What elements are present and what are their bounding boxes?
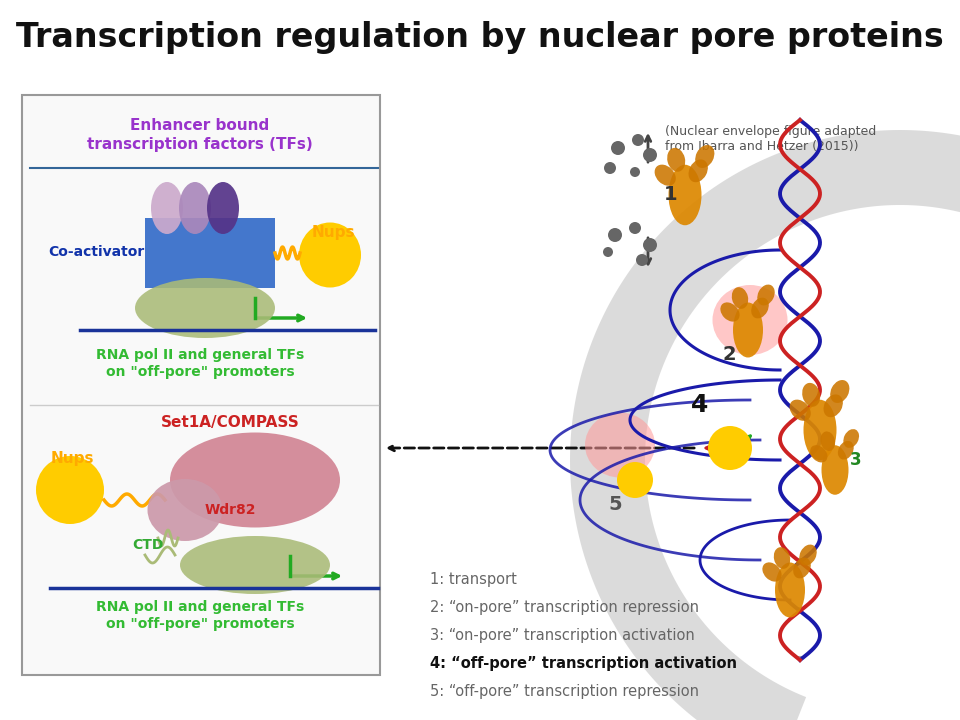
Ellipse shape: [148, 479, 223, 541]
Ellipse shape: [180, 536, 330, 594]
Text: 4: 4: [691, 393, 708, 417]
Circle shape: [608, 228, 622, 242]
Ellipse shape: [667, 148, 685, 172]
Ellipse shape: [36, 456, 104, 524]
Bar: [145, 218, 275, 288]
Ellipse shape: [720, 302, 739, 322]
Ellipse shape: [810, 445, 828, 462]
Text: Enhancer bound
transcription factors (TFs): Enhancer bound transcription factors (TF…: [87, 118, 313, 152]
Ellipse shape: [688, 159, 708, 182]
Text: Co-activator: Co-activator: [48, 245, 144, 259]
Circle shape: [643, 148, 657, 162]
Ellipse shape: [824, 395, 843, 417]
Text: Nups: Nups: [311, 225, 355, 240]
Ellipse shape: [803, 383, 820, 407]
Polygon shape: [570, 130, 960, 720]
Ellipse shape: [585, 413, 655, 477]
Ellipse shape: [793, 557, 811, 578]
Ellipse shape: [774, 547, 790, 569]
Text: 1: 1: [664, 186, 678, 204]
Circle shape: [636, 254, 648, 266]
Ellipse shape: [830, 380, 850, 403]
Ellipse shape: [207, 182, 239, 234]
Ellipse shape: [170, 433, 340, 528]
Text: 3: 3: [850, 451, 862, 469]
Ellipse shape: [762, 562, 781, 582]
Ellipse shape: [179, 182, 211, 234]
Text: 3: “on-pore” transcription activation: 3: “on-pore” transcription activation: [430, 628, 695, 643]
Ellipse shape: [800, 544, 817, 565]
Ellipse shape: [712, 285, 787, 355]
Circle shape: [643, 238, 657, 252]
Circle shape: [604, 162, 616, 174]
Text: RNA pol II and general TFs
on "off-pore" promoters: RNA pol II and general TFs on "off-pore"…: [96, 600, 304, 631]
Text: 2: “on-pore” transcription repression: 2: “on-pore” transcription repression: [430, 600, 699, 615]
Ellipse shape: [838, 441, 853, 459]
Text: 2: 2: [722, 346, 735, 364]
Ellipse shape: [752, 297, 769, 318]
Circle shape: [611, 141, 625, 155]
Circle shape: [617, 462, 653, 498]
Circle shape: [603, 247, 613, 257]
Text: 5: 5: [609, 495, 622, 515]
Ellipse shape: [757, 284, 775, 305]
Circle shape: [629, 222, 641, 234]
Ellipse shape: [695, 145, 714, 168]
Bar: [22, 95, 380, 675]
Ellipse shape: [790, 400, 811, 420]
Circle shape: [708, 426, 752, 470]
Text: RNA pol II and general TFs
on "off-pore" promoters: RNA pol II and general TFs on "off-pore"…: [96, 348, 304, 379]
Circle shape: [630, 167, 640, 177]
Text: 5: “off-pore” transcription repression: 5: “off-pore” transcription repression: [430, 684, 699, 699]
Ellipse shape: [804, 400, 836, 460]
Ellipse shape: [822, 445, 849, 495]
Ellipse shape: [135, 278, 275, 338]
Ellipse shape: [151, 182, 183, 234]
Text: (Nuclear envelope figure adapted
from Ibarra and Hetzer (2015)): (Nuclear envelope figure adapted from Ib…: [665, 125, 876, 153]
Circle shape: [632, 134, 644, 146]
Ellipse shape: [668, 165, 702, 225]
Ellipse shape: [821, 431, 835, 451]
Text: 1: transport: 1: transport: [430, 572, 516, 587]
Text: Transcription regulation by nuclear pore proteins: Transcription regulation by nuclear pore…: [16, 22, 944, 55]
Ellipse shape: [655, 165, 676, 186]
Ellipse shape: [733, 302, 763, 358]
Text: Wdr82: Wdr82: [205, 503, 256, 517]
Text: 4: “off-pore” transcription activation: 4: “off-pore” transcription activation: [430, 656, 737, 671]
Text: CTD: CTD: [132, 538, 164, 552]
Ellipse shape: [775, 562, 805, 618]
Ellipse shape: [732, 287, 748, 309]
Ellipse shape: [299, 222, 361, 287]
Text: Nups: Nups: [50, 451, 94, 466]
Ellipse shape: [843, 429, 859, 448]
Text: Set1A/COMPASS: Set1A/COMPASS: [160, 415, 300, 430]
